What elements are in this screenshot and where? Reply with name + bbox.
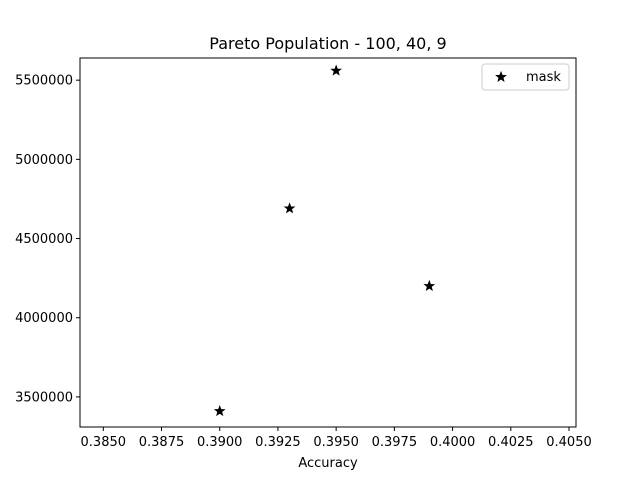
scatter-point (423, 279, 436, 292)
y-tick-label: 4500000 (15, 232, 73, 247)
legend-star (495, 70, 507, 82)
legend[interactable]: mask (481, 63, 570, 91)
y-tick-label: 4000000 (15, 311, 73, 326)
x-tick-label: 0.4025 (488, 435, 534, 450)
x-tick-label: 0.3900 (197, 435, 243, 450)
y-tick-label: 5500000 (15, 74, 73, 89)
x-tick-label: 0.3925 (255, 435, 301, 450)
y-axis: 3500000 4000000 4500000 5000000 5500000 (15, 74, 80, 405)
legend-label: mask (526, 70, 561, 85)
x-axis: 0.3850 0.3875 0.3900 0.3925 0.3950 0.3975 0.40… (81, 427, 592, 450)
legend-star-marker (495, 70, 507, 82)
x-tick-label: 0.4000 (430, 435, 476, 450)
data-points (213, 64, 436, 417)
legend-box (481, 63, 570, 91)
x-axis-label: Accuracy (298, 456, 358, 471)
x-tick-label: 0.3850 (81, 435, 127, 450)
scatter-point (283, 202, 296, 214)
x-tick-label: 0.3875 (139, 435, 185, 450)
scatter-point (213, 405, 226, 417)
x-tick-label: 0.3975 (372, 435, 418, 450)
x-tick-label: 0.3950 (313, 435, 359, 450)
x-tick-label: 0.4050 (546, 435, 592, 450)
y-tick-label: 5000000 (15, 153, 73, 168)
plot-area (79, 57, 577, 428)
scatter-point (330, 64, 342, 76)
chart-title: Pareto Population - 100, 40, 9 (209, 34, 446, 53)
y-tick-label: 3500000 (15, 390, 73, 405)
